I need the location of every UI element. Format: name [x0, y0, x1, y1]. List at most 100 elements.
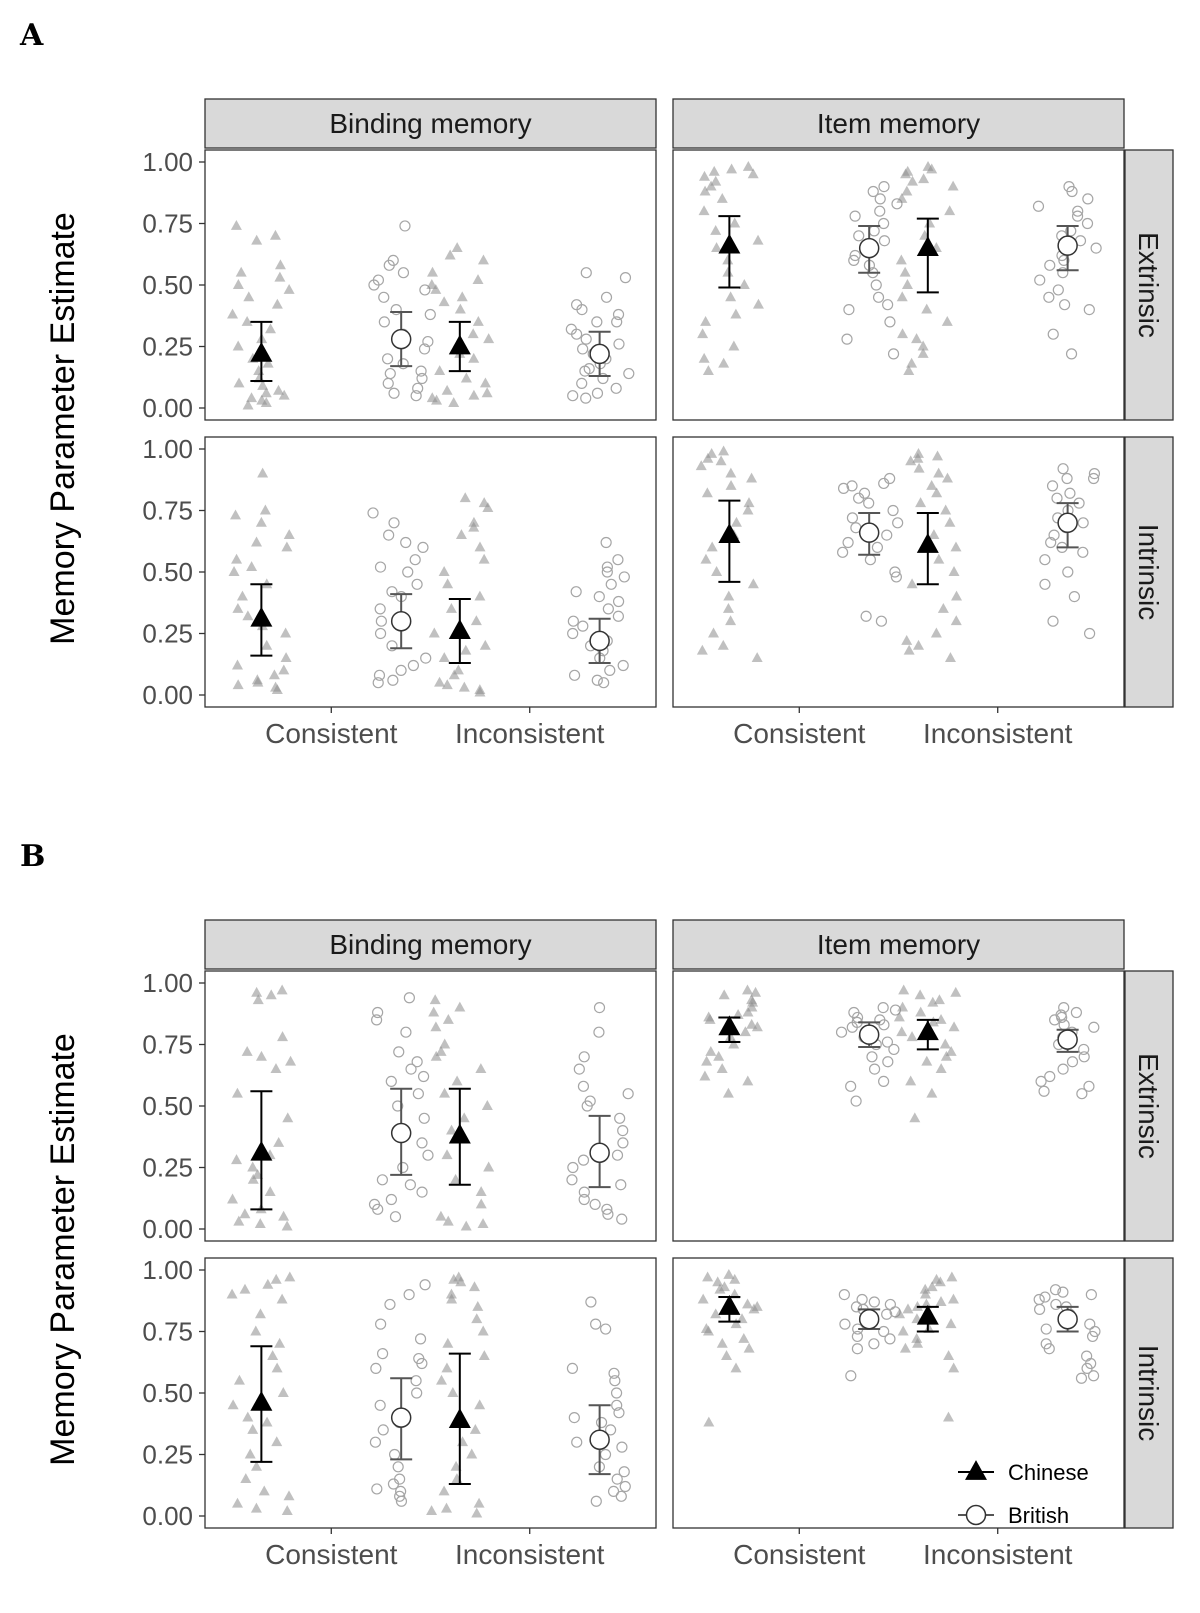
raw-point-triangle	[472, 1300, 484, 1311]
raw-point-triangle	[252, 676, 264, 687]
raw-point-circle	[578, 1193, 590, 1206]
raw-point-triangle	[254, 1218, 266, 1229]
raw-point-triangle	[926, 479, 938, 490]
raw-point-circle	[374, 1399, 386, 1411]
raw-point-triangle	[246, 392, 258, 403]
raw-point-circle	[374, 627, 387, 640]
raw-point-triangle	[277, 1031, 289, 1042]
facet-strip-label: Item memory	[817, 108, 980, 139]
raw-point-circle	[600, 291, 613, 303]
raw-point-circle	[1078, 1051, 1090, 1063]
y-tick-label: 1.00	[142, 147, 193, 177]
raw-point-triangle	[702, 452, 714, 463]
y-tick-label: 0.25	[142, 619, 193, 649]
raw-point-circle	[613, 338, 625, 350]
raw-point-triangle	[729, 1273, 741, 1284]
raw-point-circle	[378, 291, 390, 303]
raw-point-circle	[623, 367, 635, 380]
raw-point-triangle	[242, 1411, 254, 1422]
raw-point-triangle	[474, 541, 486, 552]
raw-point-triangle	[428, 627, 440, 638]
raw-point-circle	[595, 1416, 608, 1429]
raw-point-circle	[390, 304, 402, 316]
raw-point-triangle	[942, 1411, 954, 1422]
raw-point-circle	[1057, 463, 1069, 475]
raw-point-circle	[884, 316, 896, 328]
raw-point-circle	[851, 1343, 864, 1355]
raw-point-circle	[622, 1088, 634, 1100]
raw-point-triangle	[935, 1296, 947, 1306]
raw-point-circle	[618, 571, 630, 583]
raw-point-circle	[416, 1137, 428, 1149]
raw-point-circle	[1066, 185, 1078, 198]
raw-point-circle	[416, 1357, 428, 1370]
raw-point-circle	[404, 1179, 416, 1191]
raw-point-triangle	[268, 669, 280, 680]
raw-point-circle	[397, 267, 410, 279]
raw-point-triangle	[241, 315, 253, 326]
raw-point-triangle	[944, 205, 956, 216]
raw-point-triangle	[742, 1075, 754, 1086]
raw-point-circle	[881, 529, 893, 541]
raw-point-circle	[1033, 1303, 1046, 1315]
raw-point-circle	[845, 1080, 857, 1092]
raw-point-triangle	[697, 1293, 709, 1304]
raw-point-circle	[892, 517, 904, 529]
raw-point-circle	[878, 477, 890, 490]
raw-point-triangle	[730, 1362, 742, 1373]
raw-point-triangle	[429, 994, 441, 1005]
raw-point-triangle	[730, 516, 742, 527]
raw-point-triangle	[751, 1021, 763, 1032]
raw-point-triangle	[940, 1050, 952, 1061]
raw-point-circle	[568, 1411, 580, 1424]
raw-point-triangle	[276, 984, 288, 995]
raw-point-triangle	[276, 1293, 288, 1304]
raw-point-circle	[591, 387, 604, 399]
raw-point-circle	[881, 1308, 893, 1320]
raw-point-circle	[1050, 1298, 1062, 1311]
raw-point-triangle	[947, 180, 959, 191]
raw-point-circle	[1047, 328, 1059, 340]
raw-point-circle	[872, 291, 885, 303]
raw-point-triangle	[431, 394, 443, 405]
raw-point-circle	[573, 1063, 585, 1075]
raw-point-circle	[371, 1483, 383, 1495]
raw-point-circle	[578, 1051, 590, 1063]
raw-point-circle	[1088, 468, 1101, 480]
raw-point-circle	[580, 267, 592, 279]
raw-point-triangle	[260, 397, 272, 408]
raw-point-triangle	[722, 266, 734, 277]
facet-strip-right	[1124, 149, 1174, 421]
raw-point-triangle	[483, 333, 495, 344]
raw-point-triangle	[474, 1399, 486, 1410]
raw-point-triangle	[738, 1332, 750, 1343]
raw-point-circle	[410, 390, 422, 402]
raw-point-triangle	[277, 1387, 289, 1397]
raw-point-triangle	[270, 1063, 282, 1074]
facet-strip-label: Item memory	[817, 929, 980, 960]
raw-point-circle	[424, 308, 436, 321]
mean-marker-circle	[390, 610, 412, 632]
raw-point-circle	[1052, 284, 1064, 296]
raw-point-circle	[414, 1333, 427, 1345]
raw-point-circle	[567, 615, 579, 627]
raw-point-triangle	[742, 160, 754, 171]
mean-marker-triangle	[916, 236, 939, 257]
raw-point-triangle	[435, 1045, 447, 1056]
raw-point-triangle	[743, 1342, 755, 1353]
raw-point-circle	[882, 299, 894, 311]
raw-point-triangle	[447, 1387, 459, 1397]
raw-point-triangle	[228, 566, 240, 576]
raw-point-circle	[593, 590, 605, 603]
raw-point-triangle	[909, 1112, 921, 1123]
facet-strip-label: Binding memory	[329, 929, 531, 960]
mean-marker-triangle	[718, 523, 741, 544]
raw-point-circle	[609, 1375, 621, 1387]
raw-point-triangle	[240, 1473, 252, 1484]
legend-key-triangle	[965, 1460, 987, 1480]
mean-marker-circle	[390, 1122, 412, 1144]
raw-point-circle	[392, 1100, 404, 1112]
raw-point-circle	[889, 566, 901, 578]
raw-point-triangle	[905, 1075, 917, 1086]
raw-point-triangle	[448, 1273, 460, 1284]
